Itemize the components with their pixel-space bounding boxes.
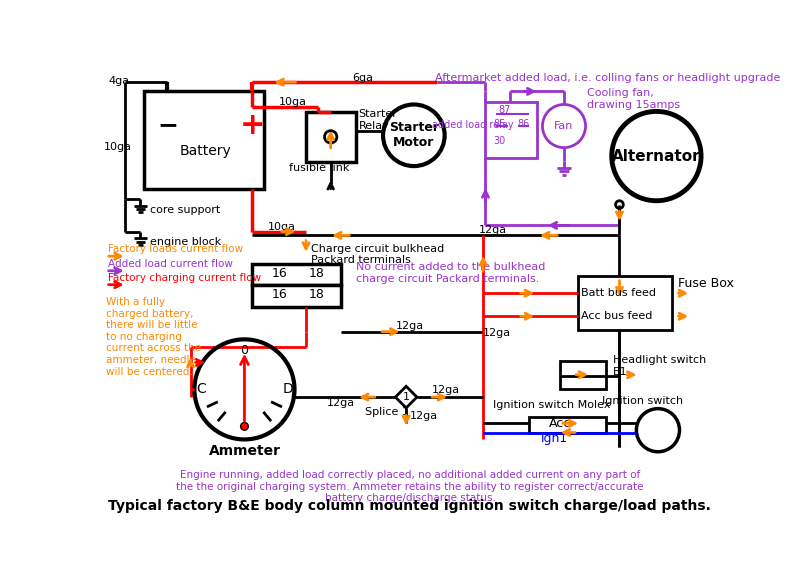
Circle shape [241,423,248,430]
Text: 10ga: 10ga [267,222,295,232]
Text: 12ga: 12ga [396,321,424,331]
Text: Alternator: Alternator [612,148,701,164]
Text: Factory charging current flow: Factory charging current flow [108,273,262,283]
Circle shape [325,131,337,143]
Text: Starter
Relay: Starter Relay [358,109,398,131]
Text: Charge circuit bulkhead
Packard terminals: Charge circuit bulkhead Packard terminal… [311,244,445,265]
Text: 12ga: 12ga [327,398,355,408]
Text: Added load current flow: Added load current flow [108,259,233,269]
Text: Starter
Motor: Starter Motor [389,121,439,150]
Text: Acc: Acc [549,417,571,430]
Text: Fuse Box: Fuse Box [678,278,734,290]
Text: 12ga: 12ga [431,385,460,395]
Text: core support: core support [150,205,220,215]
Text: Cooling fan,
drawing 15amps: Cooling fan, drawing 15amps [587,88,680,110]
Text: C: C [197,382,206,396]
Text: 16: 16 [271,288,287,301]
Bar [144,91,264,189]
Text: Headlight switch
B1: Headlight switch B1 [613,356,706,377]
Polygon shape [395,386,417,408]
Text: Acc bus feed: Acc bus feed [581,311,652,321]
Text: 30: 30 [493,136,506,146]
Text: added load relay: added load relay [431,120,513,130]
Text: Typical factory B&E body column mounted ignition switch charge/load paths.: Typical factory B&E body column mounted … [108,499,711,513]
Text: +: + [239,111,265,140]
Text: Factory loads current flow: Factory loads current flow [108,244,243,254]
Text: D: D [282,382,293,396]
Text: 12ga: 12ga [479,225,507,235]
Text: 12ga: 12ga [410,411,438,421]
Text: Fan: Fan [554,121,574,131]
Text: Ignition switch: Ignition switch [602,396,684,406]
Text: 10ga: 10ga [279,97,307,107]
Text: 18: 18 [308,288,324,301]
Text: Ammeter: Ammeter [209,444,281,458]
Text: No current added to the bulkhead
charge circuit Packard terminals.: No current added to the bulkhead charge … [356,262,546,284]
Text: ign1: ign1 [541,432,568,445]
Text: Engine running, added load correctly placed, no additional added current on any : Engine running, added load correctly pla… [176,470,644,503]
Text: 0: 0 [241,345,249,357]
Text: Splice 1: Splice 1 [365,407,409,417]
Text: 4ga: 4ga [108,76,130,86]
Text: 12ga: 12ga [483,328,511,338]
Text: fusible link: fusible link [289,164,350,173]
Text: 10ga: 10ga [103,142,131,152]
Text: engine block: engine block [150,237,221,247]
Text: 87: 87 [498,105,511,115]
Bar [252,285,341,307]
Bar [560,361,606,389]
Bar [530,417,606,432]
Text: Aftermarket added load, i.e. colling fans or headlight upgrade: Aftermarket added load, i.e. colling fan… [434,73,780,83]
Text: 18: 18 [308,267,324,279]
Bar [306,112,356,162]
Text: 1: 1 [402,392,410,402]
Text: 85: 85 [493,119,506,129]
Text: With a fully
charged battery,
there will be little
to no charging
current across: With a fully charged battery, there will… [106,297,201,377]
Bar [578,276,672,330]
Text: Ignition switch Molex: Ignition switch Molex [493,400,610,410]
Text: Battery: Battery [180,144,232,158]
Text: −: − [157,113,178,137]
Text: 86: 86 [518,119,530,129]
Bar [252,264,341,285]
Bar [486,102,537,158]
Text: Batt bus feed: Batt bus feed [581,288,656,298]
Text: 16: 16 [271,267,287,279]
Circle shape [615,201,623,208]
Text: 6ga: 6ga [352,73,374,83]
